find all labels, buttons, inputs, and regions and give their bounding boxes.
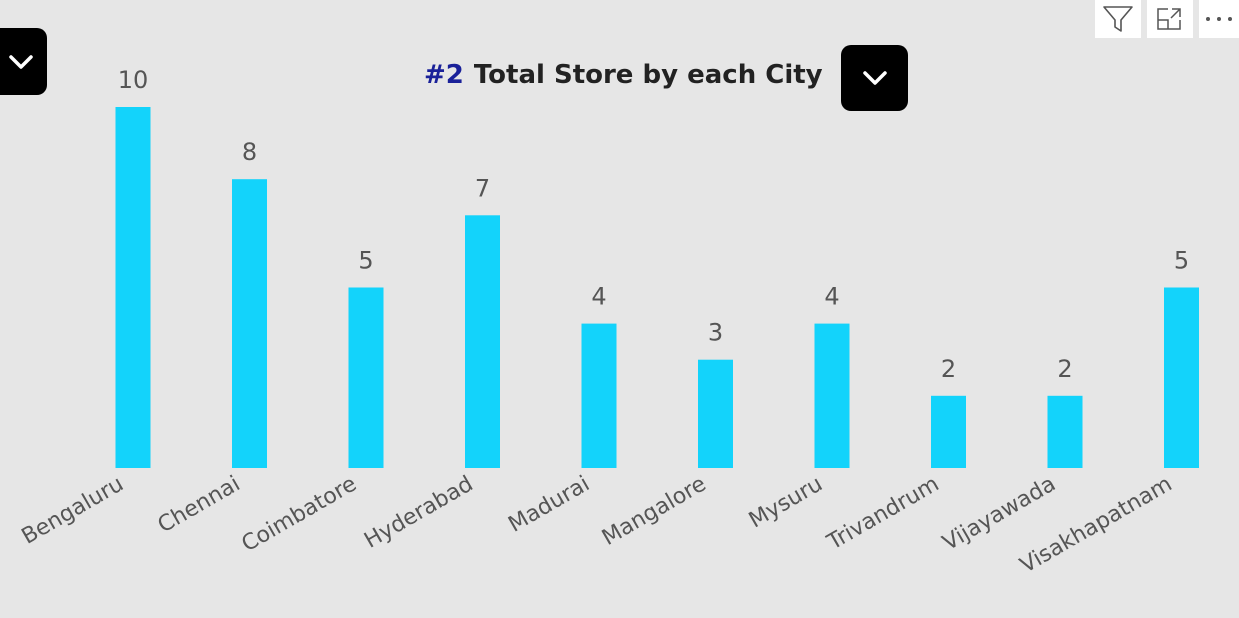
x-tick-label: Trivandrum <box>823 472 944 556</box>
bar-chennai[interactable] <box>232 179 267 468</box>
filter-button[interactable] <box>1095 0 1141 38</box>
bar-visakhapatnam[interactable] <box>1164 287 1199 469</box>
visual-header-toolbar <box>1095 0 1239 38</box>
data-label: 5 <box>1174 247 1189 275</box>
x-tick-label: Madurai <box>504 472 594 538</box>
data-label: 2 <box>1057 355 1072 383</box>
data-label: 10 <box>118 66 149 94</box>
expand-icon <box>1157 8 1181 30</box>
x-tick-label: Bengaluru <box>18 472 128 550</box>
chevron-down-icon <box>8 54 33 69</box>
bar-mysuru[interactable] <box>814 323 850 468</box>
bar-hyderabad[interactable] <box>465 215 500 468</box>
x-tick-label: Chennai <box>154 472 245 539</box>
data-label: 8 <box>242 138 257 166</box>
x-tick-label: Mangalore <box>598 472 711 551</box>
chart-title-number: #2 <box>424 60 464 90</box>
data-label: 5 <box>358 247 373 275</box>
data-label: 4 <box>591 283 606 311</box>
bar-coimbatore[interactable] <box>348 287 384 469</box>
dropdown-button-title[interactable] <box>841 45 908 111</box>
filter-icon <box>1103 6 1133 32</box>
chart-title-text: Total Store by each City <box>473 60 823 90</box>
chevron-down-icon <box>862 71 887 85</box>
bar-bengaluru[interactable] <box>115 107 151 468</box>
more-options-icon <box>1206 17 1232 21</box>
x-tick-label: Mysuru <box>745 472 827 534</box>
data-label: 3 <box>708 319 723 347</box>
data-label: 7 <box>475 174 490 202</box>
x-tick-label: Coimbatore <box>238 472 361 558</box>
bar-madurai[interactable] <box>581 323 617 468</box>
bar-mangalore[interactable] <box>698 359 733 468</box>
more-options-button[interactable] <box>1199 0 1239 38</box>
bar-trivandrum[interactable] <box>931 395 966 468</box>
dropdown-button-left[interactable] <box>0 28 47 95</box>
data-label: 4 <box>824 283 839 311</box>
data-label: 2 <box>941 355 956 383</box>
x-tick-label: Hyderabad <box>360 472 477 554</box>
bar-vijayawada[interactable] <box>1047 395 1083 468</box>
chart-title: #2 Total Store by each City <box>424 52 823 98</box>
focus-mode-button[interactable] <box>1147 0 1193 38</box>
